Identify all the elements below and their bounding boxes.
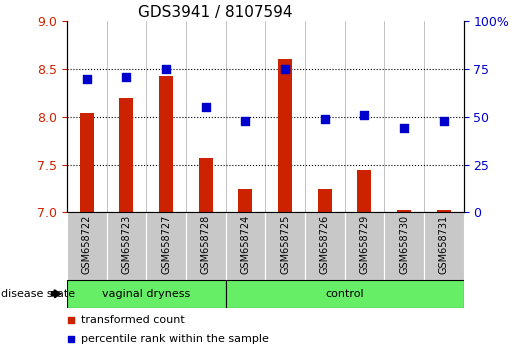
Point [162,66,170,72]
Bar [424,212,464,280]
Point [440,118,448,124]
Text: vaginal dryness: vaginal dryness [102,289,191,299]
Bar [345,212,384,280]
Text: GSM658722: GSM658722 [82,215,92,274]
Bar [107,212,146,280]
Bar [226,280,464,308]
Text: control: control [325,289,364,299]
Bar [199,158,213,212]
Bar [159,76,173,212]
Text: GSM658724: GSM658724 [241,215,250,274]
Bar [318,188,332,212]
Text: GSM658726: GSM658726 [320,215,330,274]
Bar [80,113,94,212]
Bar [67,280,226,308]
Point [320,116,329,121]
Bar [238,188,252,212]
Text: GSM658728: GSM658728 [201,215,211,274]
Bar [119,98,133,212]
Bar [226,212,265,280]
Point [82,76,91,81]
Bar [278,59,292,212]
Point [400,125,408,131]
Point [281,66,289,72]
Text: GDS3941 / 8107594: GDS3941 / 8107594 [139,5,293,20]
Bar [357,170,371,212]
Text: GSM658731: GSM658731 [439,215,449,274]
Bar [265,212,305,280]
Text: percentile rank within the sample: percentile rank within the sample [81,333,269,344]
Text: GSM658723: GSM658723 [122,215,131,274]
Bar [384,212,424,280]
Bar [186,212,226,280]
Text: transformed count: transformed count [81,315,184,325]
Bar [437,210,451,212]
Point [241,118,249,124]
Point [123,74,131,80]
Bar [146,212,186,280]
Text: GSM658729: GSM658729 [359,215,369,274]
Point [360,112,369,118]
Bar [397,210,411,212]
Text: GSM658727: GSM658727 [161,215,171,274]
Text: disease state: disease state [1,289,75,299]
Text: GSM658725: GSM658725 [280,215,290,274]
Text: GSM658730: GSM658730 [399,215,409,274]
Bar [305,212,345,280]
Point [67,317,75,323]
Point [67,336,75,341]
Bar [67,212,107,280]
Point [202,104,210,110]
